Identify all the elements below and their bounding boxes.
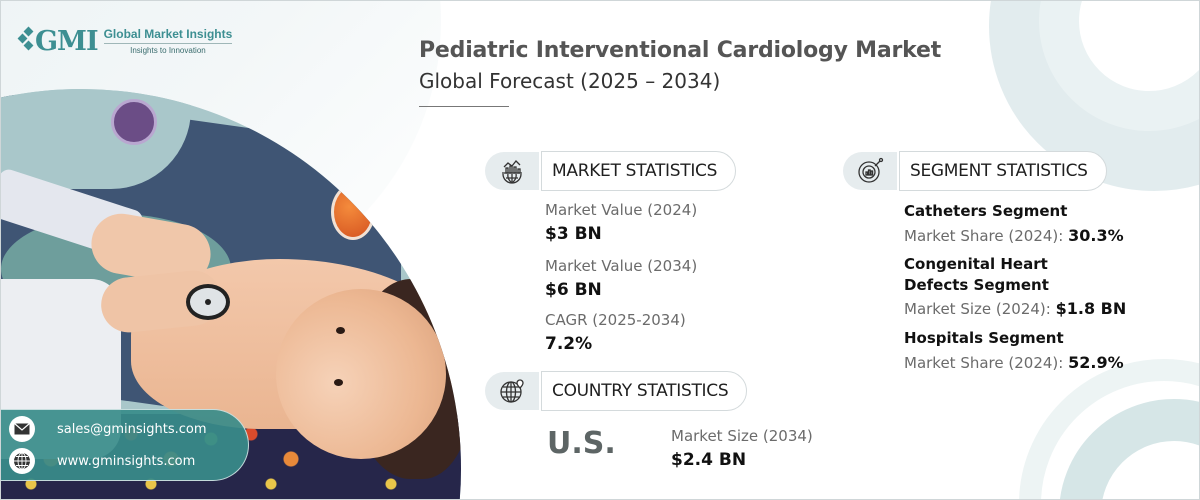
segment-metric-value: $1.8 BN: [1055, 299, 1127, 318]
website-link[interactable]: www.gminsights.com: [57, 453, 196, 469]
segment-metric-label: Market Size (2024):: [904, 300, 1051, 318]
segment-title: Hospitals Segment: [904, 329, 1064, 347]
target-chart-icon: [843, 152, 897, 190]
child-eye: [336, 327, 345, 334]
stat-label: Market Size (2034): [671, 427, 813, 445]
envelope-icon: [9, 416, 35, 442]
stethoscope-icon: [186, 284, 230, 320]
segment-title: Congenital Heart: [904, 255, 1048, 273]
country-name: U.S.: [547, 426, 616, 461]
contact-panel: sales@gminsights.com www.gminsights.com: [1, 409, 249, 481]
child-eye: [334, 379, 343, 386]
section-title: COUNTRY STATISTICS: [552, 381, 729, 401]
segment-metric-label: Market Share (2024):: [904, 354, 1064, 372]
child-face: [276, 289, 446, 459]
stat-value: $2.4 BN: [671, 450, 747, 470]
title-divider: [419, 106, 509, 107]
segment-metric-value: 30.3%: [1068, 226, 1124, 245]
planet-decal: [111, 99, 157, 145]
country-statistics-header: COUNTRY STATISTICS: [485, 371, 748, 411]
segment-metric: Market Share (2024): 30.3%: [904, 226, 1124, 245]
logo-mark: GMI: [17, 25, 99, 57]
email-link[interactable]: sales@gminsights.com: [57, 421, 207, 437]
market-statistics-header: MARKET STATISTICS: [485, 151, 737, 191]
section-title: SEGMENT STATISTICS: [910, 161, 1088, 181]
segment-metric-value: 52.9%: [1068, 353, 1124, 372]
page-title: Pediatric Interventional Cardiology Mark…: [419, 38, 942, 63]
segment-title: Defects Segment: [904, 276, 1049, 294]
globe-icon: [9, 448, 35, 474]
logo-diamond-icon: [17, 26, 34, 54]
chart-globe-icon: [485, 152, 539, 190]
segment-metric: Market Share (2024): 52.9%: [904, 353, 1124, 372]
segment-metric-label: Market Share (2024):: [904, 227, 1064, 245]
segment-statistics-header: SEGMENT STATISTICS: [843, 151, 1107, 191]
stat-value: $3 BN: [545, 224, 602, 244]
photo-shape: [1, 89, 191, 189]
stat-label: Market Value (2024): [545, 201, 698, 219]
stat-value: 7.2%: [545, 334, 593, 354]
brand-tagline: Insights to Innovation: [130, 46, 206, 55]
stat-label: Market Value (2034): [545, 257, 698, 275]
section-title: MARKET STATISTICS: [552, 161, 718, 181]
globe-pin-icon: [485, 372, 539, 410]
stat-value: $6 BN: [545, 280, 602, 300]
planet-decal: [331, 184, 375, 240]
contact-email[interactable]: sales@gminsights.com: [9, 416, 207, 442]
segment-title: Catheters Segment: [904, 202, 1068, 220]
segment-metric: Market Size (2024): $1.8 BN: [904, 299, 1126, 318]
logo-letters: GMI: [35, 25, 99, 57]
brand-name: Global Market Insights: [103, 27, 233, 44]
stat-label: CAGR (2025-2034): [545, 311, 686, 329]
gmi-logo[interactable]: GMI Global Market Insights Insights to I…: [17, 25, 233, 57]
contact-website[interactable]: www.gminsights.com: [9, 448, 195, 474]
page-subtitle: Global Forecast (2025 – 2034): [419, 69, 721, 93]
